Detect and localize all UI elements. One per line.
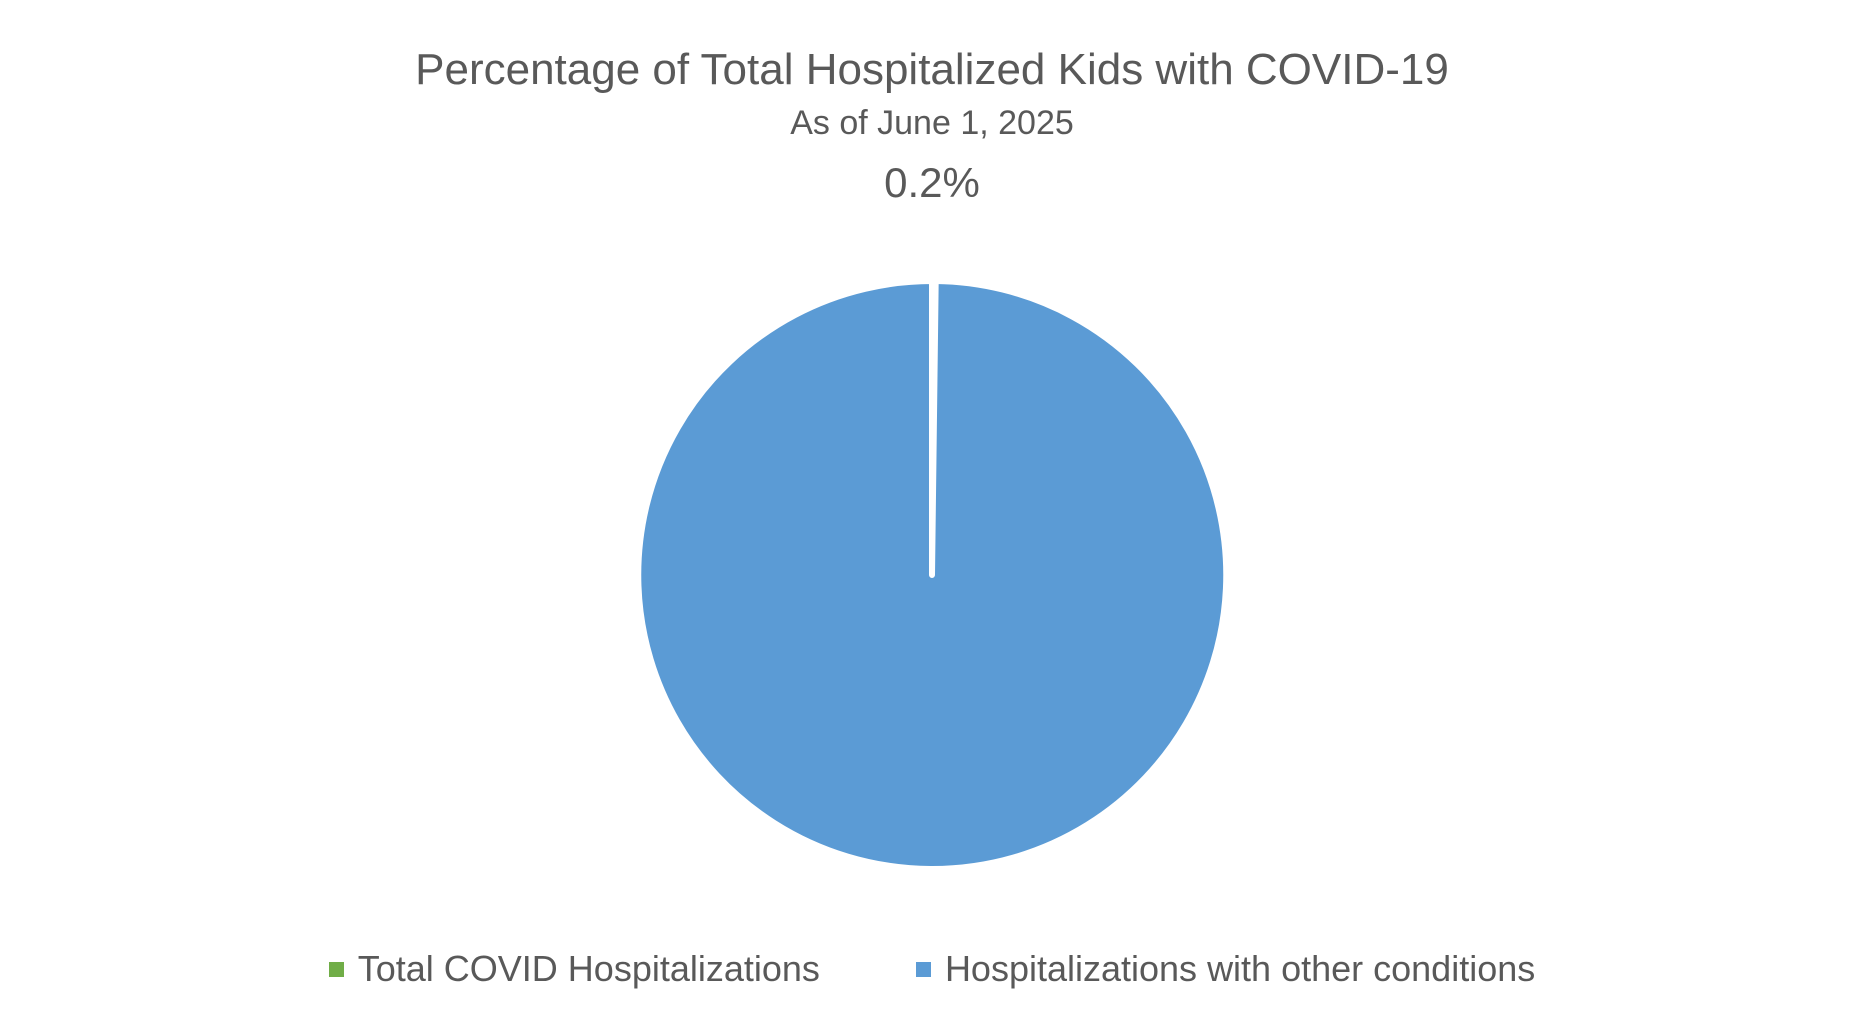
chart-subtitle: As of June 1, 2025 [790, 104, 1074, 142]
legend-entry-other: Hospitalizations with other conditions [915, 945, 1536, 993]
chart-title: Percentage of Total Hospitalized Kids wi… [415, 45, 1449, 94]
legend-swatch-other [915, 961, 931, 977]
legend-label-covid: Total COVID Hospitalizations [357, 948, 820, 989]
chart-annotation: 0.2% [884, 159, 980, 206]
legend: Total COVID Hospitalizations Hospitaliza… [0, 945, 1864, 993]
legend-label-other: Hospitalizations with other conditions [944, 948, 1536, 989]
legend-entry-covid: Total COVID Hospitalizations [328, 945, 820, 993]
legend-swatch-covid [328, 961, 344, 977]
pie-slice-other [635, 278, 1230, 872]
